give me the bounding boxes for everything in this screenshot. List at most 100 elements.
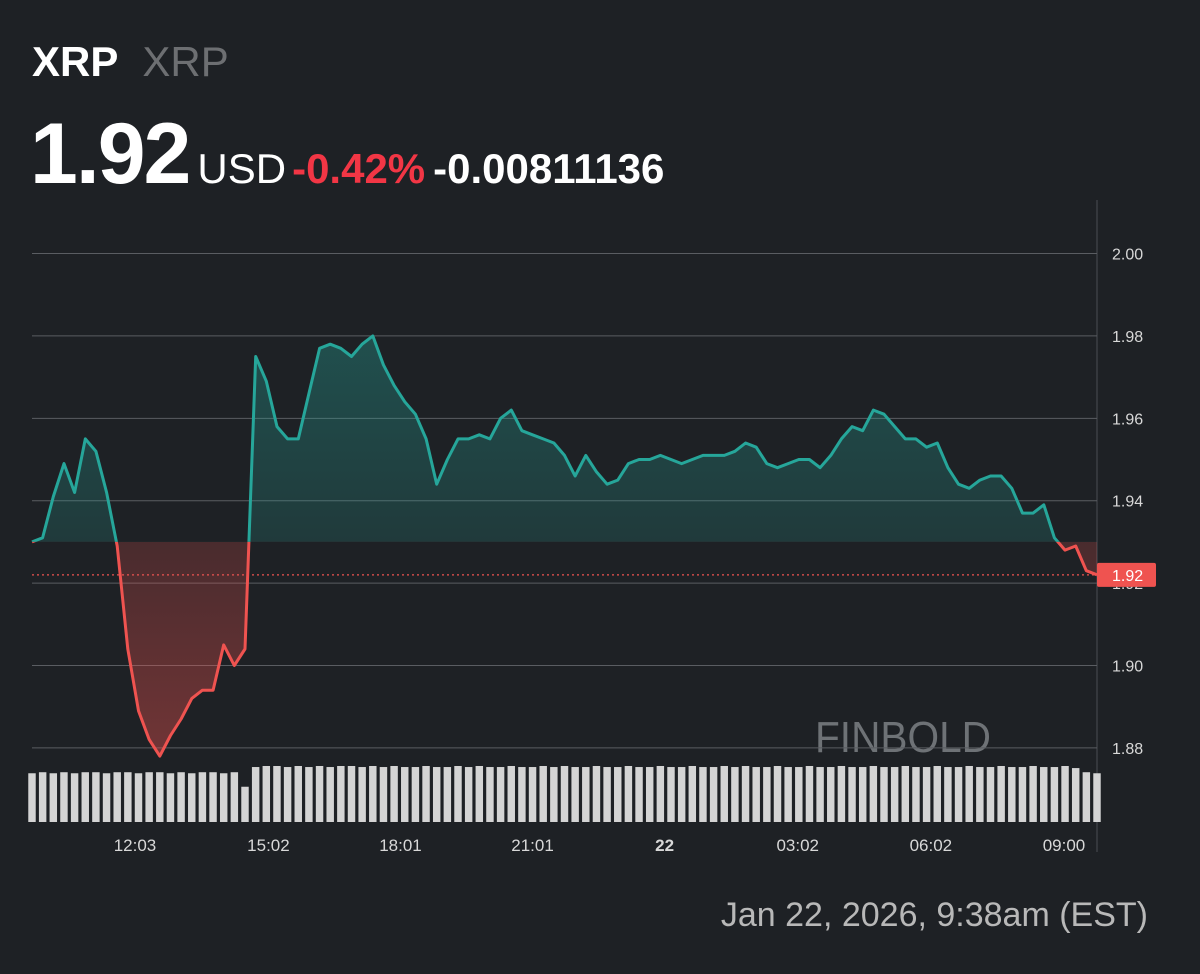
- volume-bar: [124, 772, 132, 822]
- volume-bar: [837, 766, 846, 822]
- x-tick-label: 03:02: [776, 836, 819, 855]
- volume-bar: [592, 766, 601, 822]
- volume-bar: [347, 766, 356, 822]
- x-tick-label: 06:02: [910, 836, 953, 855]
- volume-bar: [518, 767, 526, 822]
- volume-bar: [177, 772, 185, 822]
- x-tick-label: 18:01: [379, 836, 422, 855]
- volume-bar: [539, 766, 547, 822]
- volume-bar: [38, 772, 47, 822]
- volume-bar: [624, 766, 633, 822]
- volume-bar: [997, 766, 1005, 822]
- symbol: XRP: [32, 38, 119, 85]
- volume-bar: [667, 767, 675, 822]
- volume-bar: [81, 772, 89, 822]
- volume-bar: [1093, 773, 1101, 822]
- volume-bar: [688, 766, 697, 822]
- volume-bar: [912, 767, 920, 822]
- volume-bar: [273, 766, 281, 822]
- volume-bar: [369, 766, 377, 822]
- y-tick-label: 1.88: [1112, 741, 1143, 758]
- volume-bar: [241, 786, 249, 822]
- volume-bar: [70, 773, 79, 822]
- volume-bar: [944, 767, 952, 822]
- volume-bar: [922, 767, 931, 822]
- volume-bar: [901, 766, 910, 822]
- volume-bar: [432, 767, 441, 822]
- volume-bar: [219, 773, 228, 822]
- x-tick-label: 15:02: [247, 836, 290, 855]
- volume-bar: [283, 767, 292, 822]
- volume-bar: [795, 767, 803, 822]
- volume-bar: [656, 766, 665, 822]
- price-line-up: [31, 334, 1060, 542]
- volume-bar: [49, 773, 58, 822]
- volume-bar: [262, 766, 271, 822]
- volume-bar: [28, 773, 36, 822]
- last-price-tag: [1097, 562, 1156, 587]
- currency: USD: [197, 145, 287, 192]
- volume-bar: [954, 767, 963, 822]
- watermark: FINBOLD: [815, 713, 991, 762]
- volume-bar: [305, 767, 313, 822]
- x-tick-label: 21:01: [511, 836, 554, 855]
- y-tick-label: 1.94: [1112, 494, 1143, 511]
- x-tick-label: 09:00: [1043, 836, 1086, 855]
- volume-bar: [773, 766, 782, 822]
- volume-bar: [784, 767, 792, 822]
- volume-bar: [326, 767, 334, 822]
- volume-bar: [614, 767, 622, 822]
- volume-bar: [933, 766, 941, 822]
- header-row: XRP XRP: [32, 38, 229, 86]
- y-tick-label: 2.00: [1112, 247, 1143, 264]
- volume-bar: [315, 766, 324, 822]
- volume-bar: [60, 772, 68, 822]
- volume-bar: [145, 772, 153, 822]
- volume-bar: [1018, 767, 1027, 822]
- volume-bar: [464, 767, 473, 822]
- timestamp: Jan 22, 2026, 9:38am (EST): [720, 896, 1148, 934]
- change-value: -0.00811136: [433, 145, 665, 192]
- volume-bar: [411, 767, 420, 822]
- volume-bar: [1008, 767, 1016, 822]
- volume-bar: [976, 767, 984, 822]
- volume-bar: [709, 767, 718, 822]
- volume-bar: [507, 766, 515, 822]
- volume-bar: [603, 767, 611, 822]
- volume-bar: [528, 767, 537, 822]
- volume-bar: [827, 767, 835, 822]
- volume-bar: [816, 767, 824, 822]
- volume-bar: [805, 766, 814, 822]
- volume-bar: [294, 766, 302, 822]
- volume-bar: [337, 766, 345, 822]
- volume-bar: [880, 767, 888, 822]
- volume-bar: [156, 772, 164, 822]
- volume-bar: [741, 766, 750, 822]
- volume-bar: [102, 773, 111, 822]
- volume-bar: [986, 767, 995, 822]
- volume-bar: [752, 767, 760, 822]
- volume-bar: [475, 766, 484, 822]
- price-line-down: [31, 541, 1098, 758]
- volume-bar: [358, 767, 366, 822]
- volume-bar: [890, 767, 899, 822]
- volume-bar: [560, 766, 569, 822]
- volume-bar: [486, 767, 494, 822]
- volume-bar: [198, 772, 207, 822]
- y-tick-label: 1.96: [1112, 411, 1143, 428]
- volume-bar: [401, 767, 409, 822]
- volume-bar: [848, 767, 856, 822]
- volume-bar: [1050, 767, 1059, 822]
- volume-bar: [858, 767, 867, 822]
- volume-bar: [134, 773, 143, 822]
- area-fill-up: [32, 335, 1097, 542]
- volume-bar: [869, 766, 878, 822]
- volume-bar: [379, 767, 388, 822]
- volume-bar: [1040, 767, 1048, 822]
- price-row: 1.92 USD -0.42% -0.00811136: [30, 105, 664, 204]
- volume-bar: [1029, 766, 1037, 822]
- x-tick-label: 22: [655, 836, 674, 855]
- volume-bar: [635, 767, 643, 822]
- price: 1.92: [30, 106, 191, 202]
